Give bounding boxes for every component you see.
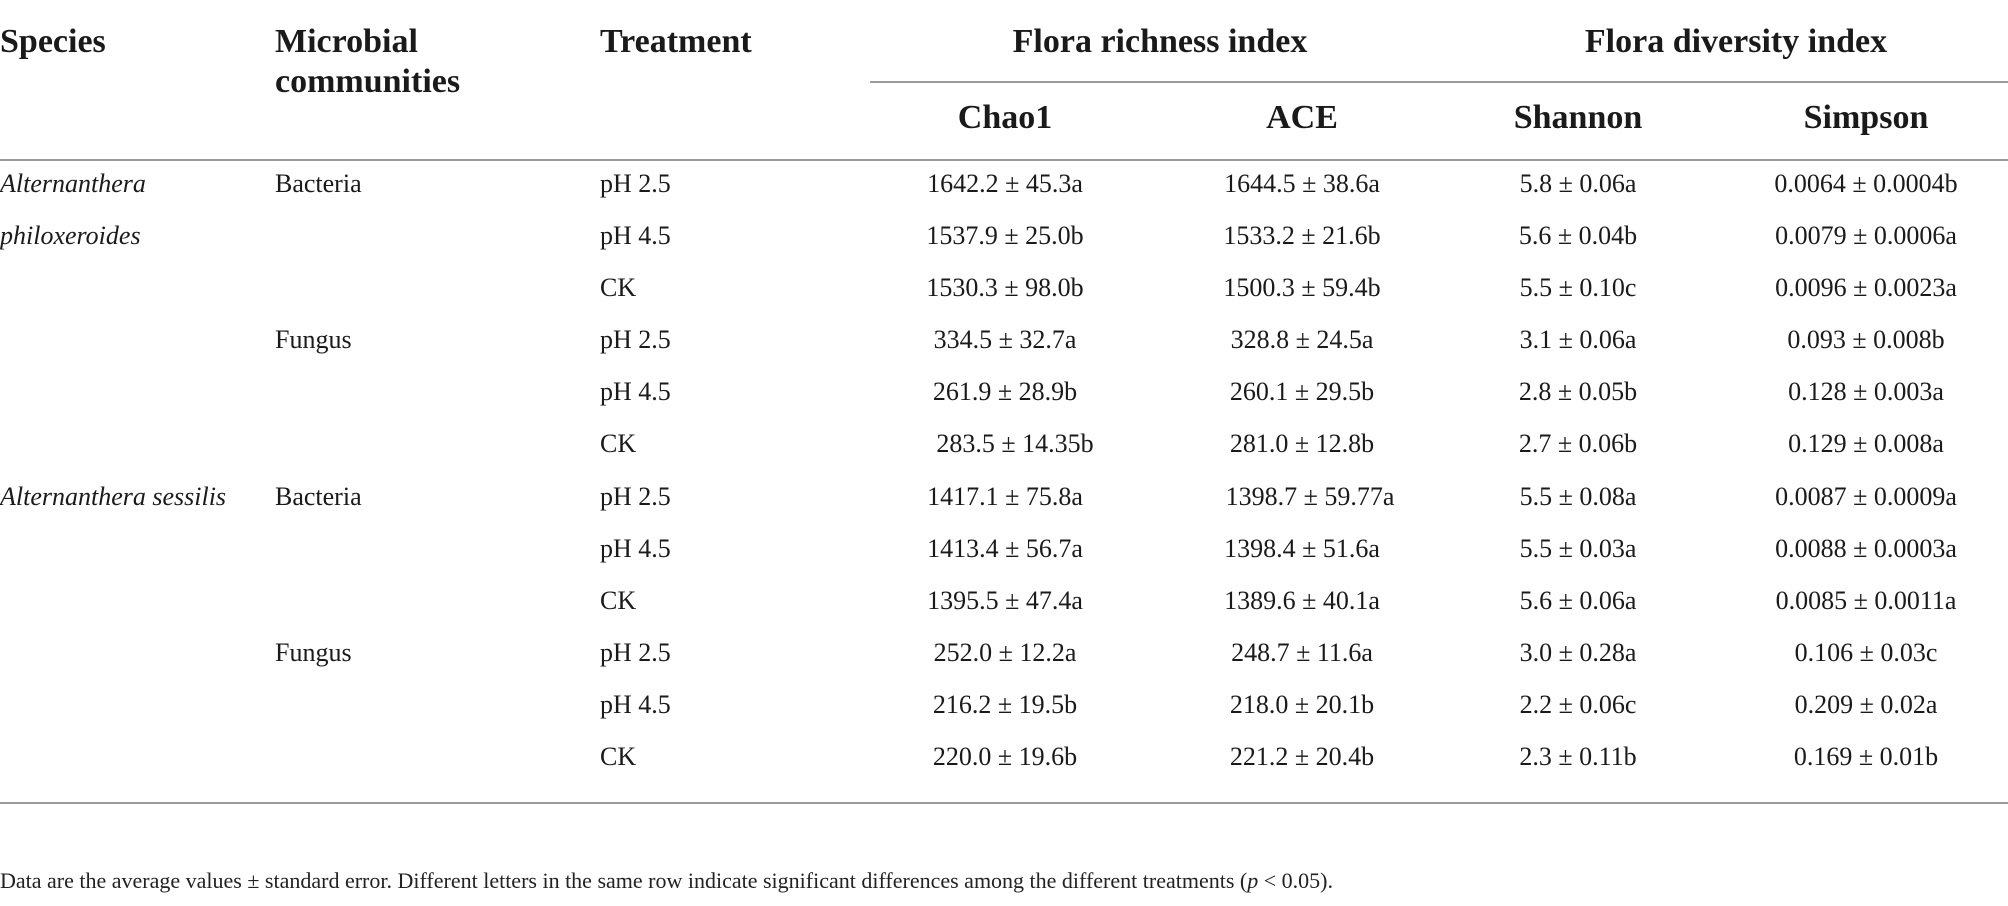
header-chao1: Chao1 bbox=[957, 99, 1053, 136]
table-bottom-rule bbox=[0, 802, 2008, 804]
shannon-cell: 3.0 ± 0.28a bbox=[1519, 638, 1637, 667]
simpson-cell: 0.0085 ± 0.0011a bbox=[1775, 586, 1957, 615]
treatment-cell: pH 4.5 bbox=[600, 377, 671, 406]
ace-cell: 260.1 ± 29.5b bbox=[1229, 377, 1375, 406]
ace-cell: 248.7 ± 11.6a bbox=[1231, 638, 1373, 667]
header-microbial-line2: communities bbox=[275, 63, 461, 100]
simpson-cell: 0.169 ± 0.01b bbox=[1793, 742, 1939, 771]
chao1-cell: 220.0 ± 19.6b bbox=[932, 742, 1078, 771]
ace-cell: 281.0 ± 12.8b bbox=[1229, 429, 1375, 458]
simpson-cell: 0.0096 ± 0.0023a bbox=[1775, 273, 1957, 302]
chao1-cell: 1417.1 ± 75.8a bbox=[927, 482, 1083, 511]
species-label: Alternanthera bbox=[0, 169, 146, 198]
shannon-cell: 5.8 ± 0.06a bbox=[1519, 169, 1637, 198]
shannon-cell: 2.7 ± 0.06b bbox=[1518, 429, 1638, 458]
chao1-cell: 216.2 ± 19.5b bbox=[932, 690, 1078, 719]
shannon-cell: 2.2 ± 0.06c bbox=[1519, 690, 1637, 719]
treatment-cell: pH 2.5 bbox=[600, 482, 671, 511]
chao1-cell: 1537.9 ± 25.0b bbox=[926, 221, 1084, 250]
ace-cell: 1398.4 ± 51.6a bbox=[1224, 534, 1380, 563]
shannon-cell: 2.3 ± 0.11b bbox=[1519, 742, 1637, 771]
community-label: Bacteria bbox=[275, 169, 362, 198]
ace-cell: 218.0 ± 20.1b bbox=[1229, 690, 1375, 719]
simpson-cell: 0.106 ± 0.03c bbox=[1794, 638, 1938, 667]
community-label: Fungus bbox=[275, 638, 352, 667]
footnote-p-symbol: p bbox=[1247, 868, 1259, 893]
ace-cell: 1398.7 ± 59.77a bbox=[1225, 482, 1395, 511]
shannon-cell: 3.1 ± 0.06a bbox=[1519, 325, 1637, 354]
shannon-cell: 5.6 ± 0.06a bbox=[1519, 586, 1637, 615]
header-simpson: Simpson bbox=[1803, 99, 1929, 136]
ace-cell: 1500.3 ± 59.4b bbox=[1223, 273, 1381, 302]
ace-cell: 1389.6 ± 40.1a bbox=[1224, 586, 1380, 615]
chao1-cell: 252.0 ± 12.2a bbox=[933, 638, 1077, 667]
chao1-cell: 334.5 ± 32.7a bbox=[933, 325, 1077, 354]
header-richness-group: Flora richness index bbox=[1012, 23, 1308, 60]
shannon-cell: 2.8 ± 0.05b bbox=[1518, 377, 1638, 406]
chao1-cell: 1642.2 ± 45.3a bbox=[927, 169, 1083, 198]
treatment-cell: CK bbox=[600, 742, 637, 771]
header-microbial-line1: Microbial bbox=[275, 23, 418, 60]
simpson-cell: 0.093 ± 0.008b bbox=[1787, 325, 1945, 354]
treatment-cell: CK bbox=[600, 429, 637, 458]
treatment-cell: pH 4.5 bbox=[600, 221, 671, 250]
group-header-rule bbox=[870, 81, 2008, 83]
treatment-cell: pH 4.5 bbox=[600, 534, 671, 563]
ace-cell: 221.2 ± 20.4b bbox=[1229, 742, 1375, 771]
chao1-cell: 261.9 ± 28.9b bbox=[932, 377, 1078, 406]
community-label: Fungus bbox=[275, 325, 352, 354]
shannon-cell: 5.5 ± 0.08a bbox=[1519, 482, 1637, 511]
simpson-cell: 0.209 ± 0.02a bbox=[1794, 690, 1938, 719]
table-footnote: Data are the average values ± standard e… bbox=[0, 866, 1333, 896]
treatment-cell: pH 2.5 bbox=[600, 638, 671, 667]
simpson-cell: 0.129 ± 0.008a bbox=[1788, 429, 1944, 458]
footnote-text-end: < 0.05). bbox=[1258, 868, 1333, 893]
community-label: Bacteria bbox=[275, 482, 362, 511]
simpson-cell: 0.0064 ± 0.0004b bbox=[1774, 169, 1958, 198]
shannon-cell: 5.5 ± 0.10c bbox=[1519, 273, 1637, 302]
simpson-cell: 0.0088 ± 0.0003a bbox=[1775, 534, 1957, 563]
header-diversity-group: Flora diversity index bbox=[1584, 23, 1888, 60]
treatment-cell: pH 2.5 bbox=[600, 325, 671, 354]
simpson-cell: 0.128 ± 0.003a bbox=[1788, 377, 1944, 406]
simpson-cell: 0.0087 ± 0.0009a bbox=[1775, 482, 1957, 511]
simpson-cell: 0.0079 ± 0.0006a bbox=[1775, 221, 1957, 250]
header-shannon: Shannon bbox=[1513, 99, 1643, 136]
chao1-cell: 1395.5 ± 47.4a bbox=[927, 586, 1083, 615]
shannon-cell: 5.5 ± 0.03a bbox=[1519, 534, 1637, 563]
chao1-cell: 1530.3 ± 98.0b bbox=[926, 273, 1084, 302]
header-ace: ACE bbox=[1266, 99, 1338, 136]
ace-cell: 1533.2 ± 21.6b bbox=[1223, 221, 1381, 250]
ace-cell: 328.8 ± 24.5a bbox=[1230, 325, 1374, 354]
ace-cell: 1644.5 ± 38.6a bbox=[1224, 169, 1380, 198]
treatment-cell: pH 2.5 bbox=[600, 169, 671, 198]
treatment-cell: CK bbox=[600, 273, 637, 302]
species-label: Alternanthera sessilis bbox=[0, 482, 227, 511]
header-bottom-rule bbox=[0, 159, 2008, 161]
header-species: Species bbox=[0, 23, 106, 60]
chao1-cell: 1413.4 ± 56.7a bbox=[927, 534, 1083, 563]
footnote-text: Data are the average values ± standard e… bbox=[0, 868, 1248, 893]
species-label: philoxeroides bbox=[0, 221, 141, 250]
chao1-cell: 283.5 ± 14.35b bbox=[936, 429, 1094, 458]
treatment-cell: CK bbox=[600, 586, 637, 615]
shannon-cell: 5.6 ± 0.04b bbox=[1518, 221, 1638, 250]
treatment-cell: pH 4.5 bbox=[600, 690, 671, 719]
header-treatment: Treatment bbox=[600, 23, 752, 60]
